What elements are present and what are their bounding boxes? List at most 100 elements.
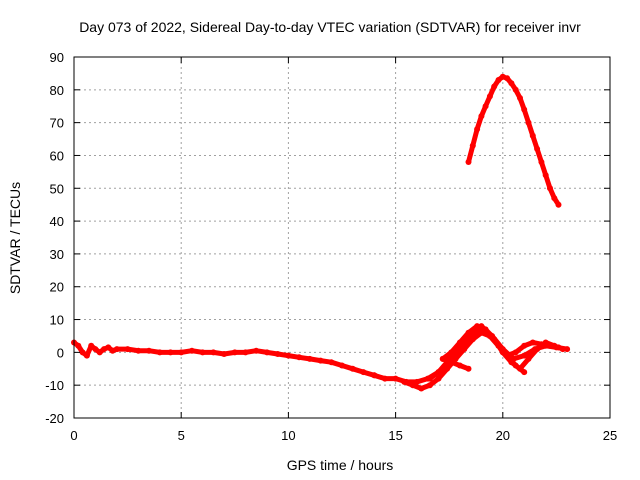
data-point <box>88 342 95 349</box>
y-ticks: -20 -10 0 10 20 30 40 50 60 70 80 90 <box>45 50 610 426</box>
data-point <box>435 375 442 382</box>
y-tick-label: 90 <box>50 50 64 65</box>
data-point <box>521 342 528 349</box>
data-point <box>478 113 485 120</box>
plot-frame <box>73 56 611 419</box>
data-point <box>75 342 82 349</box>
data-point <box>517 95 523 101</box>
data-point <box>210 349 217 356</box>
data-point <box>167 349 174 356</box>
data-point <box>188 347 195 354</box>
data-point <box>156 349 163 356</box>
data-point <box>529 132 536 139</box>
y-axis-label: SDTVAR / TECUs <box>7 182 23 294</box>
data-point <box>474 126 481 133</box>
data-point <box>482 103 489 110</box>
data-point <box>448 359 455 366</box>
series-drop-segment <box>439 355 472 372</box>
data-point <box>534 145 541 152</box>
data-point <box>529 339 536 346</box>
data-point <box>328 359 335 366</box>
data-point <box>534 346 541 353</box>
data-point <box>456 362 463 369</box>
data-point <box>409 382 416 389</box>
data-point <box>465 365 472 372</box>
grid <box>74 57 610 418</box>
data-point <box>426 375 433 382</box>
x-tick-label: 10 <box>281 428 295 443</box>
x-ticks: 0 5 10 15 20 25 <box>70 57 617 443</box>
data-point <box>521 369 528 376</box>
y-tick-label: 20 <box>50 280 64 295</box>
data-point <box>274 351 281 357</box>
data-point <box>83 352 90 359</box>
data-point <box>517 365 523 372</box>
data-point <box>360 369 367 376</box>
chart-title: Day 073 of 2022, Sidereal Day-to-day VTE… <box>79 19 581 35</box>
y-tick-label: 40 <box>50 214 64 229</box>
data-point <box>231 349 238 356</box>
x-tick-label: 5 <box>178 428 185 443</box>
data-point <box>381 375 388 382</box>
y-tick-label: -20 <box>45 411 64 426</box>
data-point <box>482 326 489 333</box>
data-point <box>199 349 206 356</box>
x-tick-label: 25 <box>603 428 617 443</box>
data-point <box>551 195 558 202</box>
data-point <box>538 159 545 165</box>
data-point <box>349 365 356 372</box>
data-point <box>555 201 562 208</box>
data-point <box>92 346 99 353</box>
data-point <box>551 342 558 349</box>
x-tick-label: 0 <box>70 428 77 443</box>
data-point <box>339 362 345 369</box>
data-point <box>521 352 528 359</box>
data-point <box>221 351 228 357</box>
series-band-early <box>71 339 378 379</box>
y-tick-label: 60 <box>50 148 64 163</box>
data-point <box>317 357 324 364</box>
data-point <box>426 382 433 389</box>
x-axis-label: GPS time / hours <box>287 457 394 473</box>
x-tick-label: 20 <box>496 428 510 443</box>
series-line <box>466 74 561 208</box>
data-point <box>79 349 86 356</box>
data-point <box>504 75 511 82</box>
data-point <box>242 349 249 356</box>
data-point <box>499 349 506 356</box>
data-point <box>285 352 292 359</box>
data-point <box>491 336 498 343</box>
data-point <box>306 355 313 362</box>
data-point <box>371 372 378 379</box>
data-point <box>495 77 502 83</box>
data-point <box>465 159 472 165</box>
data-point <box>448 349 455 356</box>
y-tick-label: 50 <box>50 181 64 196</box>
data-point <box>401 378 408 385</box>
data-point <box>469 142 476 149</box>
data-point <box>559 346 566 353</box>
data-point <box>456 339 463 346</box>
data-point <box>296 354 303 361</box>
data-point <box>392 375 399 382</box>
data-point <box>253 347 260 354</box>
data-point <box>542 339 549 346</box>
data-point <box>542 172 549 179</box>
y-tick-label: 80 <box>50 83 64 98</box>
data-point <box>508 80 515 87</box>
y-tick-label: 30 <box>50 247 64 262</box>
y-tick-label: 70 <box>50 116 64 131</box>
data-point <box>135 347 142 354</box>
data-point <box>512 86 519 93</box>
series-wave-c <box>439 323 566 372</box>
data-point <box>105 344 112 351</box>
data-point <box>525 119 532 126</box>
data-point <box>525 355 532 362</box>
data-point <box>474 323 481 330</box>
data-point <box>547 185 553 192</box>
x-tick-label: 15 <box>388 428 402 443</box>
y-tick-label: 10 <box>50 313 64 328</box>
data-point <box>521 106 528 113</box>
series-layer <box>71 73 571 392</box>
